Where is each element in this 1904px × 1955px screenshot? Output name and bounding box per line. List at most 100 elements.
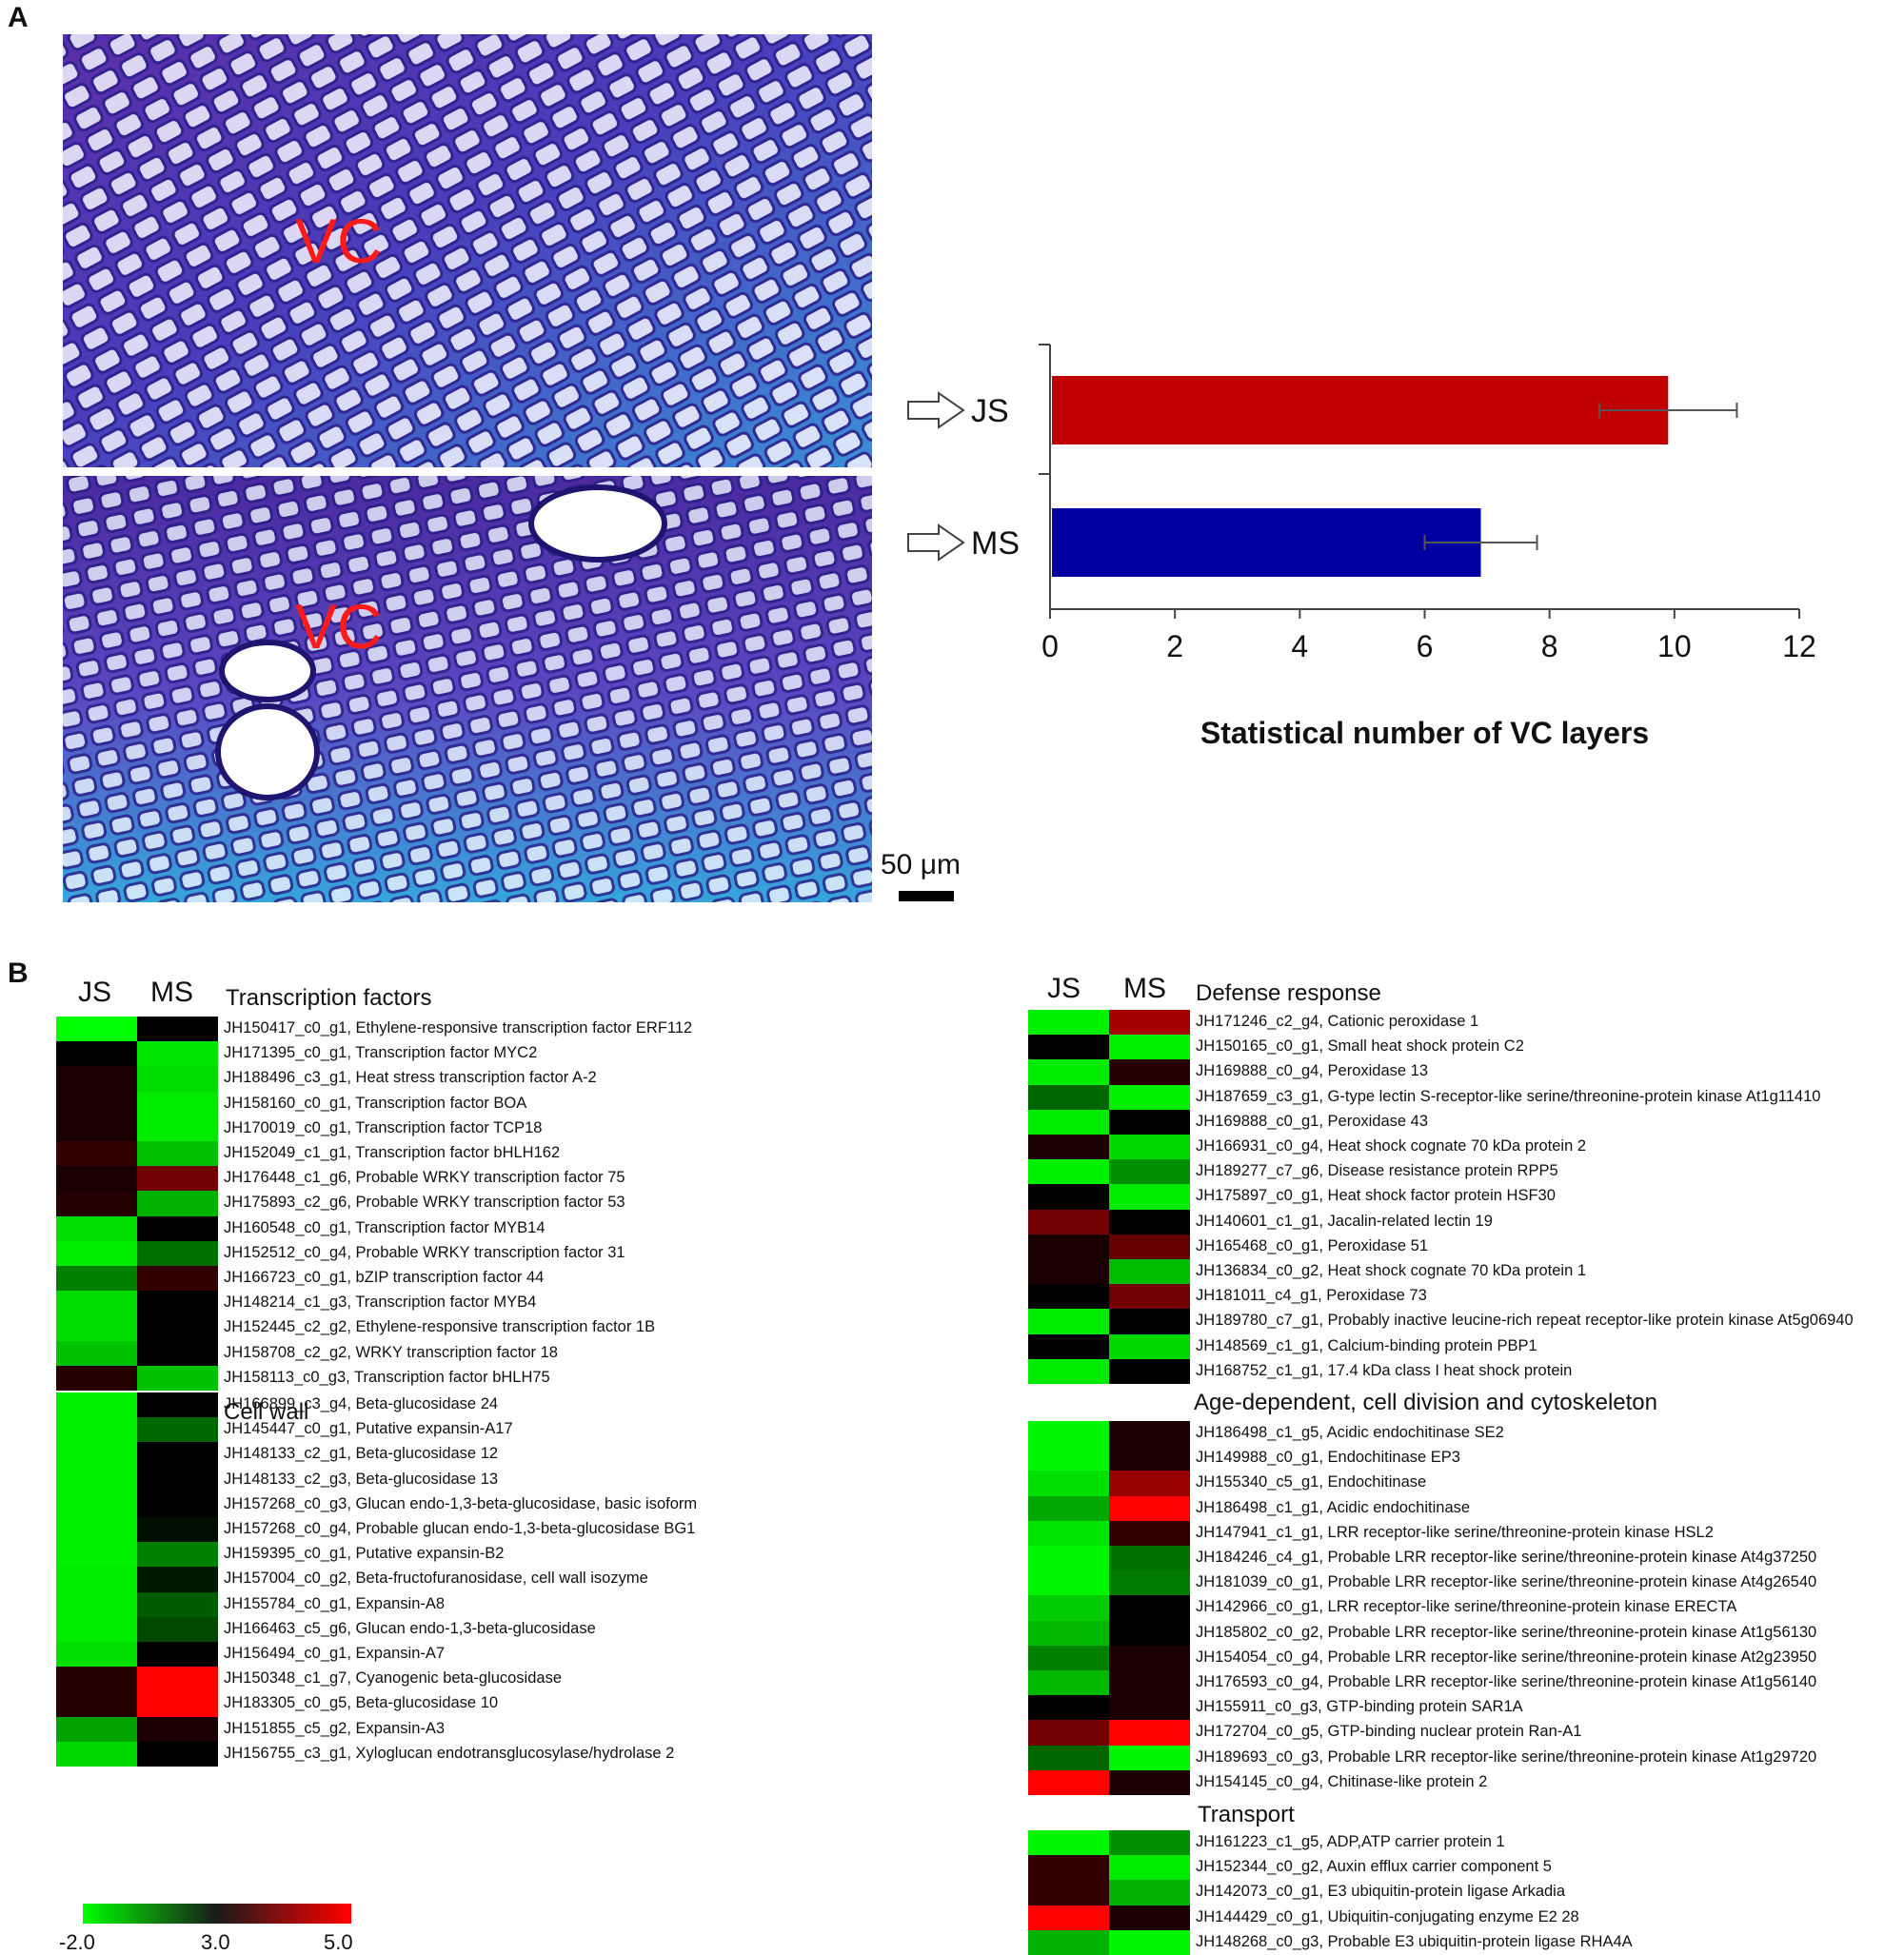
micrograph-js-image bbox=[63, 34, 872, 467]
gene-label: JH158160_c0_g1, Transcription factor BOA bbox=[224, 1094, 527, 1112]
gene-label: JH189693_c0_g3, Probable LRR receptor-li… bbox=[1196, 1748, 1817, 1766]
heatmap-cell-js bbox=[1028, 1059, 1109, 1085]
gene-label: JH181039_c0_g1, Probable LRR receptor-li… bbox=[1196, 1573, 1817, 1591]
heatmap-cell-js bbox=[56, 1166, 137, 1192]
gene-label: JH150165_c0_g1, Small heat shock protein… bbox=[1196, 1037, 1524, 1056]
heatmap-cell-js bbox=[56, 1116, 137, 1141]
gene-label: JH142966_c0_g1, LRR receptor-like serine… bbox=[1196, 1598, 1737, 1616]
heatmap-cell-js bbox=[1028, 1284, 1109, 1310]
bar-ms bbox=[1052, 508, 1481, 577]
heatmap-group-title: Transport bbox=[1198, 1802, 1295, 1827]
gene-label: JH154145_c0_g4, Chitinase-like protein 2 bbox=[1196, 1772, 1488, 1790]
heatmap-cell-js bbox=[1028, 1184, 1109, 1210]
heatmap-cell-ms bbox=[1109, 1084, 1190, 1110]
colorscale-tick-mid: 3.0 bbox=[201, 1930, 230, 1954]
gene-label: JH155784_c0_g1, Expansin-A8 bbox=[224, 1594, 446, 1612]
heatmap-cell-js bbox=[56, 1240, 137, 1266]
heatmap-cell-ms bbox=[137, 1741, 218, 1767]
gene-label: JH148214_c1_g3, Transcription factor MYB… bbox=[224, 1293, 537, 1312]
heatmap-cell-ms bbox=[137, 1066, 218, 1092]
heatmap-cell-js bbox=[1028, 1905, 1109, 1930]
gene-label: JH181011_c4_g1, Peroxidase 73 bbox=[1196, 1287, 1427, 1305]
heatmap-cell-js bbox=[56, 1442, 137, 1468]
heatmap-cell-ms bbox=[1109, 1495, 1190, 1521]
heatmap-cell-js bbox=[56, 1517, 137, 1543]
heatmap-cell-ms bbox=[1109, 1905, 1190, 1930]
heatmap-cell-ms bbox=[137, 1191, 218, 1216]
heatmap-cell-ms bbox=[137, 1716, 218, 1742]
heatmap-cell-ms bbox=[137, 1240, 218, 1266]
heatmap-cell-ms bbox=[137, 1542, 218, 1568]
vc-label-top: VC bbox=[295, 206, 383, 276]
heatmap-cell-js bbox=[56, 1215, 137, 1241]
heatmap-cell-js bbox=[56, 1340, 137, 1366]
gene-label: JH157268_c0_g3, Glucan endo-1,3-beta-glu… bbox=[224, 1494, 698, 1512]
heatmap-cell-js bbox=[56, 1591, 137, 1617]
heatmap-cell-ms bbox=[137, 1442, 218, 1468]
gene-label: JH152344_c0_g2, Auxin efflux carrier com… bbox=[1196, 1858, 1552, 1876]
heatmap-cell-ms bbox=[1109, 1284, 1190, 1310]
heatmap-cell-js bbox=[1028, 1520, 1109, 1546]
heatmap-cell-ms bbox=[1109, 1769, 1190, 1795]
heatmap-cell-js bbox=[56, 1392, 137, 1418]
heatmap-cell-js bbox=[56, 1741, 137, 1767]
heatmap-cell-js bbox=[1028, 1109, 1109, 1135]
gene-label: JH150348_c1_g7, Cyanogenic beta-glucosid… bbox=[224, 1669, 562, 1688]
heatmap-cell-js bbox=[1028, 1309, 1109, 1334]
gene-label: JH158113_c0_g3, Transcription factor bHL… bbox=[224, 1368, 550, 1386]
heatmap-cell-js bbox=[1028, 1830, 1109, 1856]
heatmap-cell-ms bbox=[137, 1141, 218, 1167]
heatmap-cell-ms bbox=[137, 1315, 218, 1341]
heatmap-cell-ms bbox=[1109, 1695, 1190, 1721]
gene-label: JH159395_c0_g1, Putative expansin-B2 bbox=[224, 1545, 505, 1563]
gene-label: JH170019_c0_g1, Transcription factor TCP… bbox=[224, 1118, 543, 1136]
gene-label: JH155911_c0_g3, GTP-binding protein SAR1… bbox=[1196, 1698, 1523, 1716]
vc-layers-bar-chart: JS MS 0 2 4 6 8 10 12 Statistical number of VC la… bbox=[907, 344, 1816, 750]
gene-label: JH176593_c0_g4, Probable LRR receptor-li… bbox=[1196, 1673, 1817, 1690]
heatmap-cell-js bbox=[56, 1542, 137, 1568]
x-tick-label: 6 bbox=[1417, 629, 1434, 663]
gene-label: JH171395_c0_g1, Transcription factor MYC… bbox=[224, 1044, 538, 1062]
heatmap-group-title: Defense response bbox=[1196, 980, 1381, 1006]
x-tick-label: 10 bbox=[1657, 629, 1692, 663]
heatmap-cell-ms bbox=[1109, 1720, 1190, 1746]
heatmap-cell-js bbox=[1028, 1620, 1109, 1646]
heatmap-cell-js bbox=[1028, 1670, 1109, 1696]
heatmap-cell-js bbox=[1028, 1546, 1109, 1571]
heatmap-cell-js bbox=[1028, 1333, 1109, 1359]
category-label-ms: MS bbox=[971, 525, 1020, 562]
x-tick-label: 4 bbox=[1291, 629, 1308, 663]
gene-label: JH184246_c4_g1, Probable LRR receptor-li… bbox=[1196, 1549, 1817, 1566]
heatmap-cell-ms bbox=[1109, 1830, 1190, 1856]
heatmap-cell-ms bbox=[1109, 1035, 1190, 1060]
heatmap-cell-ms bbox=[137, 1041, 218, 1067]
micrograph-ms-image bbox=[63, 476, 872, 902]
heatmap-cell-ms bbox=[1109, 1109, 1190, 1135]
gene-label: JH166899_c3_g4, Beta-glucosidase 24 bbox=[224, 1395, 499, 1412]
heatmap-cell-js bbox=[56, 1642, 137, 1668]
arrow-icon-js bbox=[907, 391, 965, 429]
heatmap-cell-js bbox=[56, 1691, 137, 1717]
gene-label: JH155340_c5_g1, Endochitinase bbox=[1196, 1473, 1427, 1491]
heatmap-cell-ms bbox=[137, 1365, 218, 1391]
heatmap-cell-js bbox=[56, 1066, 137, 1092]
gene-label: JH161223_c1_g5, ADP,ATP carrier protein … bbox=[1196, 1833, 1505, 1850]
gene-label: JH172704_c0_g5, GTP-binding nuclear prot… bbox=[1196, 1723, 1582, 1741]
colorscale-tick-max: 5.0 bbox=[324, 1930, 353, 1954]
scale-bar-label: 50 μm bbox=[881, 849, 961, 880]
heatmap-cell-js bbox=[56, 1091, 137, 1116]
gene-label: JH136834_c0_g2, Heat shock cognate 70 kD… bbox=[1196, 1262, 1587, 1279]
heatmap-group-title: Age-dependent, cell division and cytoske… bbox=[1194, 1390, 1657, 1415]
column-header-ms: MS bbox=[1123, 973, 1166, 1004]
heatmap-cell-ms bbox=[137, 1467, 218, 1492]
heatmap-cell-ms bbox=[137, 1691, 218, 1717]
gene-label: JH156755_c3_g1, Xyloglucan endotransgluc… bbox=[224, 1744, 675, 1762]
gene-label: JH188496_c3_g1, Heat stress transcriptio… bbox=[224, 1069, 597, 1087]
heatmap-cell-js bbox=[56, 1291, 137, 1316]
gene-label: JH169888_c0_g4, Peroxidase 13 bbox=[1196, 1062, 1429, 1080]
x-tick-label: 12 bbox=[1782, 629, 1816, 663]
gene-label: JH151855_c5_g2, Expansin-A3 bbox=[224, 1719, 446, 1737]
micrograph-ms bbox=[63, 476, 872, 902]
gene-label: JH189277_c7_g6, Disease resistance prote… bbox=[1196, 1162, 1558, 1180]
heatmap-cell-js bbox=[1028, 1880, 1109, 1906]
